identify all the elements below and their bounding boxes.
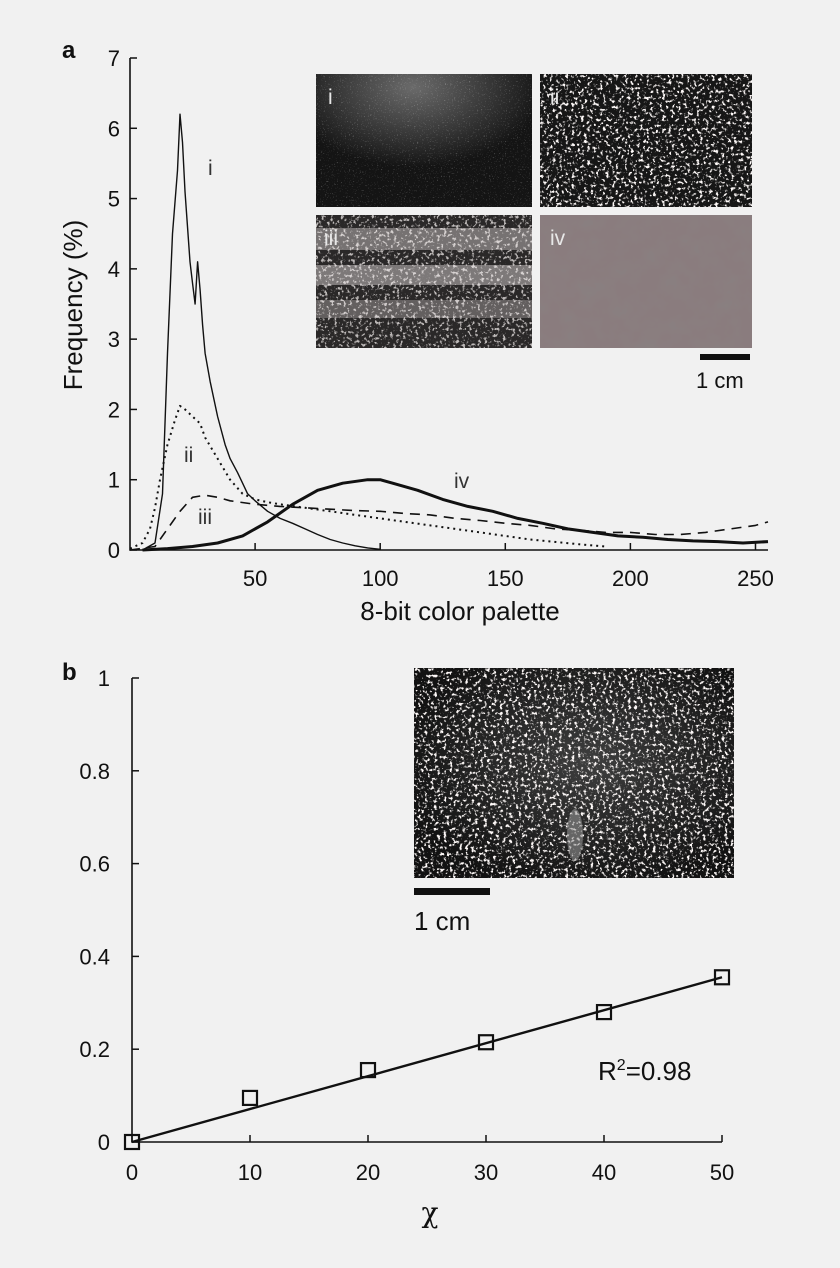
a-y-tick-label: 2 (108, 397, 120, 422)
b-y-tick-label: 0 (98, 1130, 110, 1155)
inset-label-i: i (328, 86, 333, 109)
inset-photo-b (414, 668, 734, 878)
r-squared-annotation: R2=0.98 (598, 1056, 691, 1086)
inset-label-ii: ii (550, 86, 559, 109)
a-x-tick-label: 100 (362, 566, 399, 591)
panel-b-x-axis-label: χ (422, 1196, 439, 1229)
a-y-tick-label: 1 (108, 468, 120, 493)
series-label-ii: ii (184, 444, 193, 467)
a-y-tick-label: 0 (108, 538, 120, 563)
panel-b: b 0 10 20 30 40 50 0 0.2 0.4 0.6 0.8 1 χ R2=0.98 1 … (62, 659, 734, 1229)
data-point (477, 1034, 495, 1051)
scale-bar-a-label: 1 cm (696, 368, 744, 393)
series-line-iii (129, 494, 769, 551)
fit-line (131, 976, 723, 1144)
data-point (359, 1061, 377, 1079)
series-label-i: i (208, 157, 213, 180)
data-point (123, 1133, 141, 1151)
a-y-tick-label: 6 (108, 116, 120, 141)
b-y-tick-label: 0.6 (79, 852, 110, 877)
panel-b-points (123, 969, 731, 1151)
panel-b-fit-line (131, 976, 723, 1144)
inset-photo-i: i (316, 74, 532, 207)
b-y-tick-label: 0.4 (79, 944, 110, 969)
a-y-tick-label: 3 (108, 327, 120, 352)
panel-a-y-axis-label: Frequency (%) (58, 220, 88, 391)
series-line-i (142, 113, 381, 551)
b-y-tick-label: 1 (98, 666, 110, 691)
b-y-tick-label: 0.2 (79, 1037, 110, 1062)
series-line-ii (129, 404, 606, 550)
a-x-tick-label: 150 (487, 566, 524, 591)
inset-photo-iv: iv (540, 215, 752, 348)
a-y-tick-label: 5 (108, 187, 120, 212)
scale-bar-b (414, 888, 490, 895)
panel-a-axes (129, 58, 768, 551)
b-x-tick-label: 30 (474, 1160, 498, 1185)
panel-a-ticks: 50 100 150 200 250 0 1 2 3 4 5 6 7 (108, 46, 774, 591)
panel-a-label: a (62, 37, 76, 64)
scale-bar-a (700, 354, 750, 360)
inset-label-iii: iii (324, 227, 338, 250)
series-label-iii: iii (198, 506, 212, 529)
a-x-tick-label: 250 (737, 566, 774, 591)
panel-a-x-axis-label: 8-bit color palette (360, 596, 559, 626)
a-y-tick-label: 4 (108, 257, 120, 282)
series-label-iv: iv (454, 470, 470, 493)
a-x-tick-label: 50 (243, 566, 267, 591)
inset-label-iv: iv (550, 227, 566, 250)
panel-b-ticks: 0 10 20 30 40 50 0 0.2 0.4 0.6 0.8 1 (79, 666, 734, 1185)
inset-photo-iii: iii (316, 215, 532, 348)
series-line-iv (142, 478, 769, 552)
data-point (241, 1089, 259, 1107)
b-y-tick-label: 0.8 (79, 759, 110, 784)
a-y-tick-label: 7 (108, 46, 120, 71)
b-x-tick-label: 0 (126, 1160, 138, 1185)
b-x-tick-label: 50 (710, 1160, 734, 1185)
panel-b-label: b (62, 659, 77, 686)
data-point (713, 969, 731, 986)
a-x-tick-label: 200 (612, 566, 649, 591)
b-x-tick-label: 10 (238, 1160, 262, 1185)
scale-bar-b-label: 1 cm (414, 906, 470, 936)
b-x-tick-label: 40 (592, 1160, 616, 1185)
data-point (595, 1003, 613, 1021)
b-x-tick-label: 20 (356, 1160, 380, 1185)
inset-photo-ii: ii (540, 74, 752, 207)
